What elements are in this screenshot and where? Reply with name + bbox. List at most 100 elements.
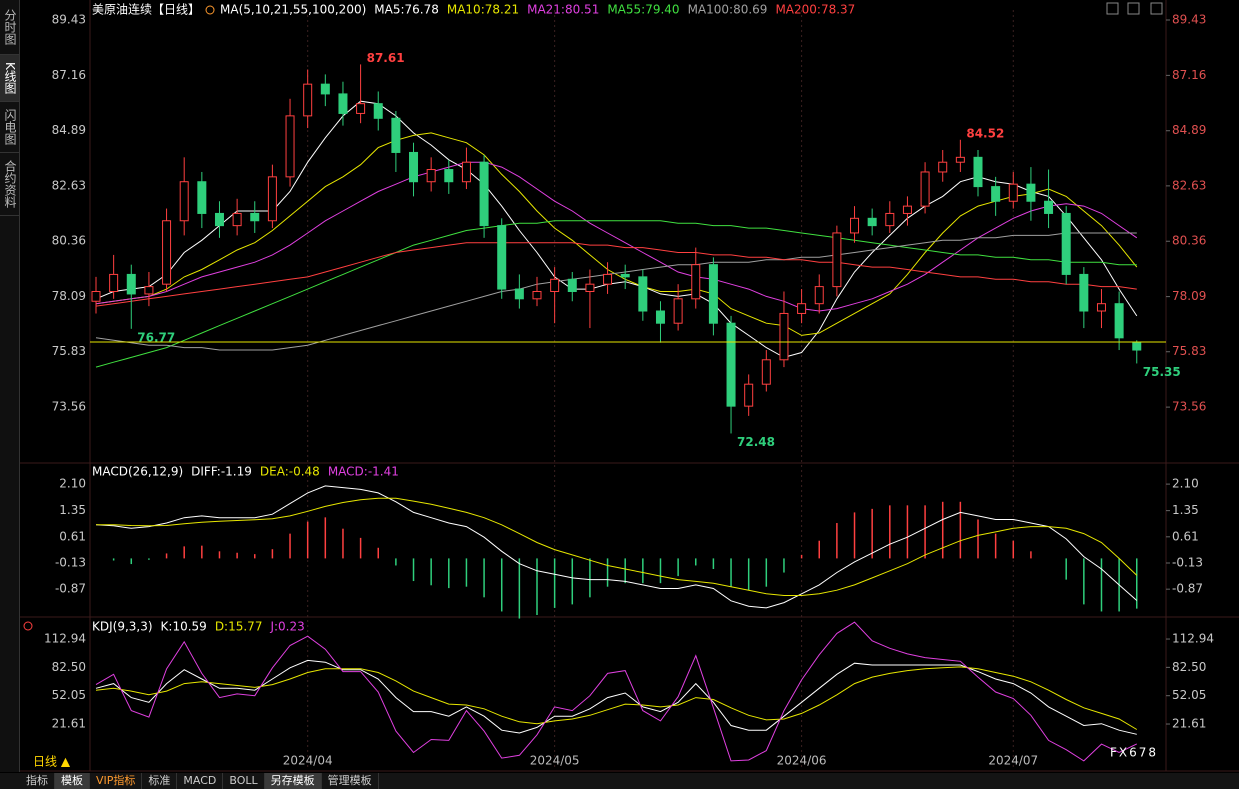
toolbar-tab[interactable]: 另存模板 — [264, 773, 322, 789]
y-tick-label: 82.50 — [52, 660, 86, 674]
toolbar-tab[interactable]: 模板 — [55, 773, 90, 789]
period-label[interactable]: 日线 ▲ — [33, 755, 71, 769]
toolbar-tab[interactable]: 指标 — [20, 773, 55, 789]
candle-body — [197, 181, 207, 214]
y-tick-label: 1.35 — [59, 503, 86, 517]
candle-body — [920, 171, 930, 207]
series-line — [95, 220, 1137, 368]
candle-body — [179, 181, 189, 222]
candle-body — [444, 169, 454, 183]
candle-body — [1114, 303, 1124, 339]
candle-body — [885, 212, 895, 227]
y-tick-label: 82.63 — [1172, 178, 1206, 192]
sidebar-tab[interactable]: 分时图 — [0, 0, 19, 55]
candle-body — [285, 115, 295, 178]
y-tick-label: 21.61 — [52, 717, 86, 731]
legend-entry: DIFF:-1.19 — [191, 465, 252, 479]
y-tick-label: 87.16 — [52, 68, 86, 82]
y-tick-label: 89.43 — [1172, 13, 1206, 27]
extreme-label: 84.52 — [966, 126, 1004, 140]
chart-title: 美原油连续【日线】 — [92, 2, 200, 17]
candle-body — [1096, 303, 1106, 312]
window-buttons[interactable] — [1106, 2, 1163, 15]
chart-background — [20, 0, 1239, 772]
toolbar-tab[interactable]: BOLL — [223, 773, 265, 789]
candle-body — [214, 212, 224, 227]
settings-icon[interactable] — [23, 621, 33, 631]
candle-body — [373, 103, 383, 119]
candle-body — [708, 264, 718, 324]
candle-body — [761, 359, 771, 385]
y-tick-label: 84.89 — [1172, 123, 1206, 137]
candle-body — [356, 103, 366, 114]
series-line — [95, 161, 1138, 312]
y-tick-label: 78.09 — [52, 289, 86, 303]
candle-body — [744, 383, 754, 407]
candle-body — [1044, 200, 1054, 214]
legend-entry: DEA:-0.48 — [260, 465, 320, 479]
y-tick-label: 52.05 — [52, 688, 86, 702]
candle-body — [550, 278, 560, 292]
candle-body — [532, 290, 542, 300]
toolbar-tab[interactable]: 标准 — [142, 773, 178, 789]
candle-body — [638, 276, 648, 312]
candle-body — [991, 186, 1001, 202]
y-tick-label: -0.13 — [1172, 555, 1203, 569]
legend-entry: K:10.59 — [161, 620, 207, 634]
toolbar-tab[interactable]: MACD — [177, 773, 224, 789]
candle-body — [1132, 342, 1142, 351]
y-tick-label: 89.43 — [52, 13, 86, 27]
y-tick-label: 0.61 — [1172, 529, 1199, 543]
candle-body — [585, 283, 595, 292]
y-tick-label: 75.83 — [1172, 344, 1206, 358]
extreme-label: 75.35 — [1143, 365, 1181, 379]
candle-body — [232, 212, 242, 227]
y-tick-label: 2.10 — [1172, 477, 1199, 491]
legend-entry: MACD:-1.41 — [328, 465, 399, 479]
series-line — [96, 497, 1138, 596]
candle-body — [567, 278, 577, 292]
sidebar-tab[interactable]: 合约资料 — [0, 153, 19, 216]
x-tick-label: 2024/04 — [283, 754, 333, 768]
legend-entry: D:15.77 — [215, 620, 263, 634]
toolbar-tab[interactable]: VIP指标 — [90, 773, 143, 789]
candle-body — [1079, 273, 1089, 312]
y-tick-label: 80.36 — [52, 234, 86, 248]
candle-body — [144, 286, 154, 295]
y-tick-label: 112.94 — [44, 632, 86, 646]
watermark: FX678 — [1110, 746, 1158, 760]
legend-entry: MA10:78.21 — [447, 3, 519, 17]
toolbar: 指标 模板 VIP指标 标准 MACD BOLL 另存模板 管理模板 — [0, 773, 1239, 789]
sidebar-tab[interactable]: 闪电图 — [0, 102, 19, 153]
indicator-label: MA(5,10,21,55,100,200) — [220, 3, 366, 17]
legend-entry: MA55:79.40 — [607, 3, 679, 17]
title-icon — [205, 5, 215, 15]
x-tick-label: 2024/06 — [777, 754, 827, 768]
legend-entry: MA100:80.69 — [688, 3, 768, 17]
candle-body — [726, 322, 736, 407]
y-tick-label: 1.35 — [1172, 503, 1199, 517]
y-tick-label: 0.61 — [59, 529, 86, 543]
sidebar-tab[interactable]: K线图 — [0, 55, 19, 102]
series-line — [95, 132, 1138, 336]
candle-body — [514, 288, 524, 300]
frame — [20, 0, 1239, 772]
legend-entry: MA21:80.51 — [527, 3, 599, 17]
candle-body — [779, 312, 789, 361]
candle-body — [497, 225, 507, 290]
candle-body — [797, 303, 807, 314]
candle-body — [409, 151, 419, 183]
candle-body — [267, 176, 277, 222]
candle-body — [850, 217, 860, 234]
y-tick-label: -0.87 — [1172, 582, 1203, 596]
candle-body — [1008, 183, 1018, 202]
legend-entry: MA5:76.78 — [374, 3, 439, 17]
candle-body — [973, 156, 983, 188]
chart: 日线 ▲ 2024/04 2024/05 2024/06 2024/07 89.43 89… — [20, 0, 1239, 772]
y-tick-label: -0.13 — [55, 555, 86, 569]
toolbar-tab[interactable]: 管理模板 — [322, 773, 379, 789]
y-tick-label: 80.36 — [1172, 234, 1206, 248]
candle-body — [126, 273, 136, 295]
candle-body — [426, 169, 436, 183]
y-tick-label: 75.83 — [52, 344, 86, 358]
